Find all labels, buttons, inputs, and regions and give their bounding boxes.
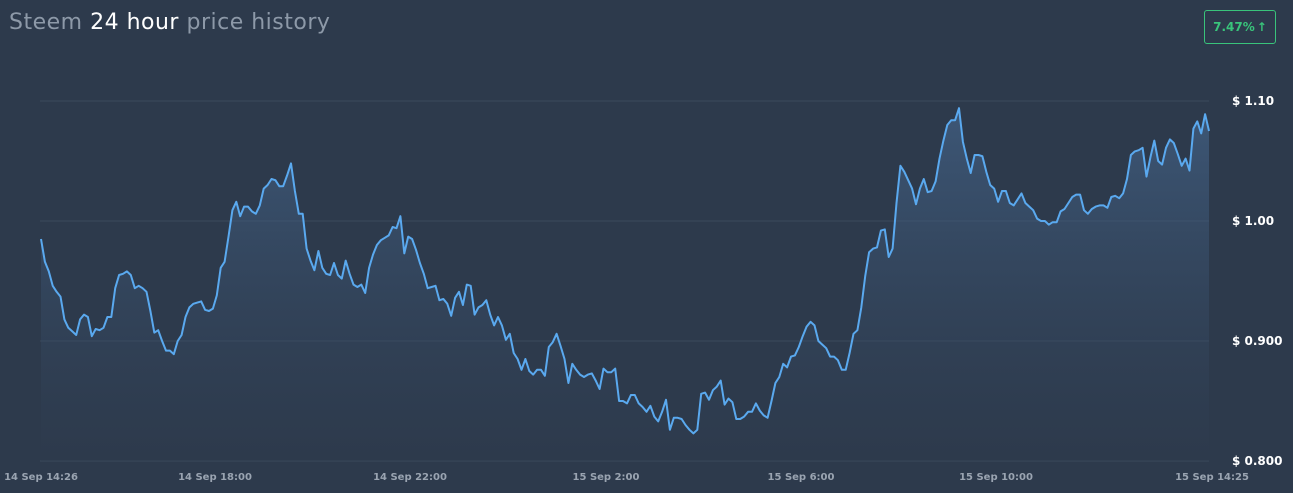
x-tick-label: 14 Sep 22:00 [373, 472, 447, 483]
price-area-fill [41, 108, 1209, 461]
y-tick-label: $ 1.10 [1232, 94, 1274, 108]
price-line [40, 107, 1210, 435]
y-tick-label: $ 1.00 [1232, 214, 1274, 228]
x-tick-label: 14 Sep 14:26 [4, 472, 78, 483]
x-tick-label: 15 Sep 2:00 [573, 472, 640, 483]
title-coin: Steem [9, 10, 83, 35]
x-tick-label: 14 Sep 18:00 [178, 472, 252, 483]
price-change-value: 7.47% [1213, 20, 1255, 34]
arrow-up-icon: ↑ [1256, 20, 1267, 34]
price-change-badge[interactable]: 7.47% ↑ [1204, 10, 1276, 44]
title-period: 24 hour [90, 10, 179, 35]
x-tick-label: 15 Sep 14:25 [1175, 472, 1249, 483]
chart-title: Steem 24 hour price history [9, 10, 330, 35]
x-tick-label: 15 Sep 6:00 [768, 472, 835, 483]
title-suffix: price history [186, 10, 331, 35]
y-tick-label: $ 0.800 [1232, 454, 1282, 468]
x-tick-label: 15 Sep 10:00 [959, 472, 1033, 483]
y-tick-label: $ 0.900 [1232, 334, 1282, 348]
